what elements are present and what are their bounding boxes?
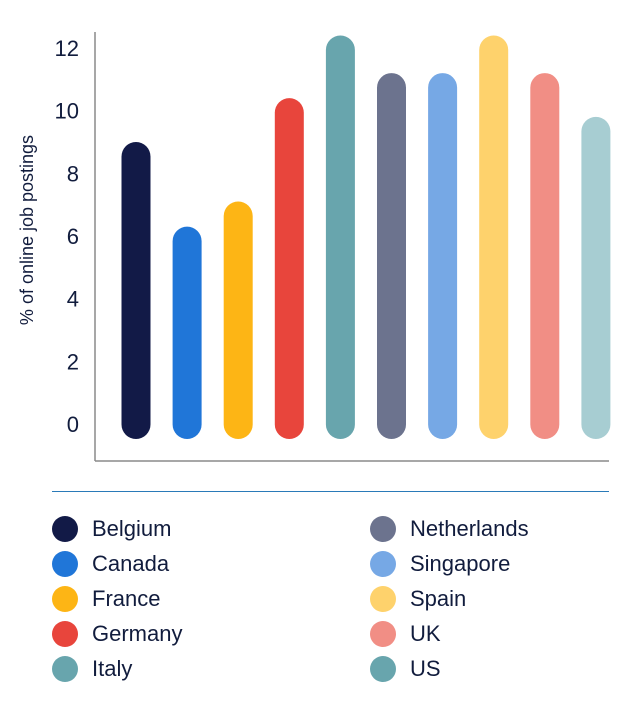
legend-swatch bbox=[370, 621, 396, 647]
y-axis-label: % of online job postings bbox=[17, 135, 37, 325]
legend-swatch bbox=[52, 516, 78, 542]
legend-item-singapore: Singapore bbox=[370, 549, 510, 579]
legend-label: Belgium bbox=[92, 516, 172, 541]
bar-chart: 0 2 4 6 8 10 12 % of online job postings bbox=[17, 32, 611, 462]
bar-spain bbox=[479, 35, 509, 439]
y-tick-label: 0 bbox=[67, 412, 79, 437]
legend-item-us: US bbox=[370, 654, 441, 684]
chart-axes bbox=[94, 32, 609, 462]
legend-label: Canada bbox=[92, 551, 170, 576]
legend-label: Netherlands bbox=[410, 516, 529, 541]
legend-label: Spain bbox=[410, 586, 467, 611]
y-tick-label: 12 bbox=[55, 36, 79, 61]
bar-uk bbox=[530, 73, 560, 440]
legend-item-belgium: Belgium bbox=[52, 514, 171, 544]
bar-germany bbox=[274, 98, 304, 439]
legend-divider bbox=[52, 491, 609, 492]
y-tick-label: 2 bbox=[67, 349, 79, 374]
legend-label: US bbox=[410, 656, 441, 681]
legend-swatch bbox=[52, 551, 78, 577]
bar-canada bbox=[172, 226, 202, 439]
legend-item-canada: Canada bbox=[52, 549, 169, 579]
legend-label: Italy bbox=[92, 656, 133, 681]
legend-item-germany: Germany bbox=[52, 619, 182, 649]
legend-swatch bbox=[370, 656, 396, 682]
legend-label: Singapore bbox=[410, 551, 511, 576]
legend-item-france: France bbox=[52, 584, 160, 614]
legend-item-uk: UK bbox=[370, 619, 441, 649]
legend-swatch bbox=[52, 656, 78, 682]
y-tick-label: 8 bbox=[67, 161, 79, 186]
legend-item-netherlands: Netherlands bbox=[370, 514, 529, 544]
legend-swatch bbox=[52, 621, 78, 647]
y-tick-label: 4 bbox=[67, 287, 79, 312]
bar-france bbox=[223, 201, 253, 439]
y-axis-ticks: 0 2 4 6 8 10 12 bbox=[55, 36, 79, 437]
legend-item-italy: Italy bbox=[52, 654, 132, 684]
legend-label: UK bbox=[410, 621, 441, 646]
y-tick-label: 10 bbox=[55, 99, 79, 124]
bars-group bbox=[121, 35, 611, 440]
y-tick-label: 6 bbox=[67, 224, 79, 249]
legend-swatch bbox=[370, 586, 396, 612]
bar-belgium bbox=[121, 142, 151, 439]
legend-label: France bbox=[92, 586, 161, 611]
bar-italy bbox=[325, 35, 355, 439]
bar-netherlands bbox=[377, 73, 406, 440]
legend-swatch bbox=[370, 551, 396, 577]
legend-swatch bbox=[370, 516, 396, 542]
bar-us bbox=[581, 116, 611, 439]
legend-label: Germany bbox=[92, 621, 183, 646]
legend-swatch bbox=[52, 586, 78, 612]
bar-singapore bbox=[428, 73, 458, 440]
legend-item-spain: Spain bbox=[370, 584, 466, 614]
